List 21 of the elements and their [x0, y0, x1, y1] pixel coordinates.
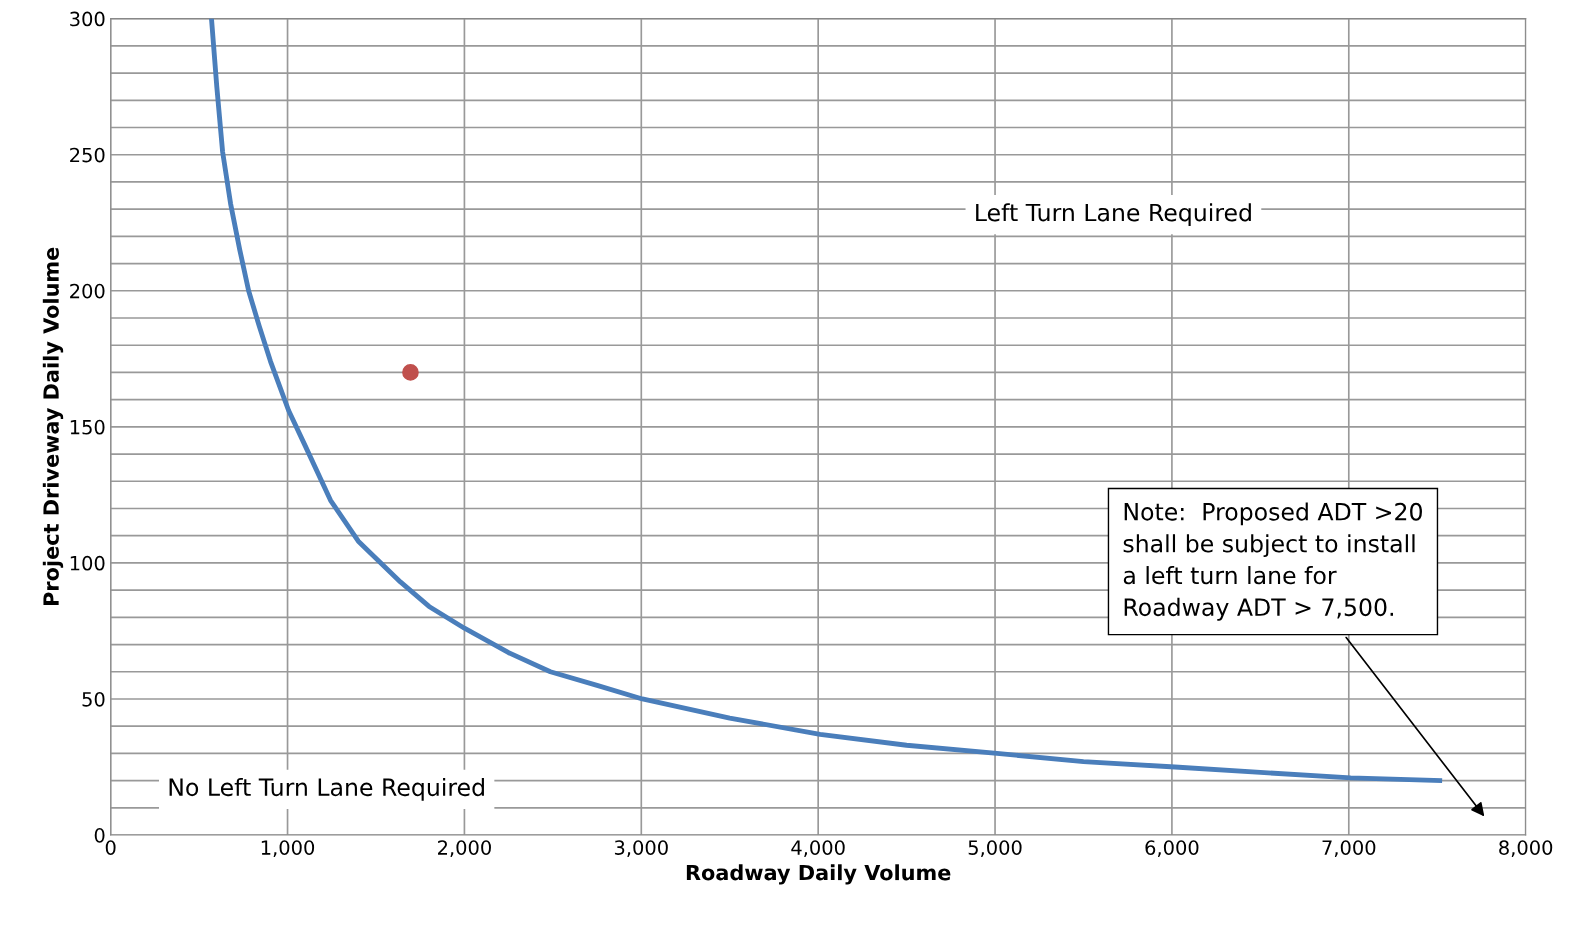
annotation: Left Turn Lane Required [976, 203, 1251, 227]
x-tick-label: 0 [105, 840, 116, 855]
x-tick-label: 3,000 [614, 840, 668, 857]
x-axis-title: Roadway Daily Volume [686, 864, 951, 885]
x-tick-label: 1,000 [261, 840, 315, 857]
annotation: No Left Turn Lane Required [169, 777, 484, 801]
y-tick-label: 250 [70, 147, 105, 163]
y-axis-title: Project Driveway Daily Volume [42, 247, 64, 606]
x-tick-label: 4,000 [791, 840, 845, 857]
y-tick-label: 50 [82, 691, 105, 707]
x-tick-label: 7,000 [1322, 840, 1376, 857]
annotation: Note: Proposed ADT >20 shall be subject to install a left turn lane for Roadway ADT > 7,500. [1123, 502, 1422, 621]
x-tick-label: 5,000 [968, 840, 1022, 857]
y-tick-label: 300 [70, 11, 105, 27]
x-tick-label: 6,000 [1145, 840, 1199, 857]
y-tick-label: 150 [70, 419, 105, 435]
y-tick-label: 0 [94, 827, 105, 843]
x-tick-label: 2,000 [438, 840, 491, 857]
x-tick-label: 8,000 [1499, 840, 1553, 857]
y-tick-label: 100 [70, 555, 105, 571]
y-tick-label: 200 [70, 283, 105, 299]
